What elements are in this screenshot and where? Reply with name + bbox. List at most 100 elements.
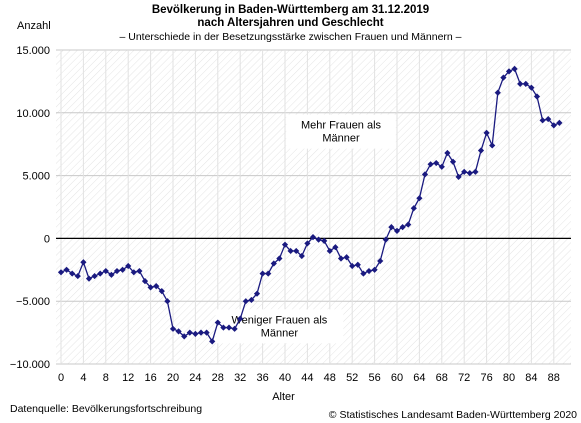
y-tick-label: 0	[44, 233, 50, 245]
data-point	[309, 234, 317, 241]
y-tick-label: −10.000	[10, 359, 50, 371]
data-point	[69, 270, 76, 277]
annotation-text: Weniger Frauen als	[232, 314, 328, 326]
data-point	[466, 169, 473, 177]
data-point	[427, 161, 434, 168]
data-point	[97, 270, 104, 277]
data-point	[315, 236, 322, 243]
annotation-text: Mehr Frauen als	[301, 120, 382, 132]
data-point	[505, 68, 513, 75]
x-tick-label: 4	[80, 372, 86, 384]
x-tick-label: 8	[103, 372, 109, 384]
data-point	[405, 221, 412, 228]
data-point	[281, 241, 289, 248]
data-point	[360, 270, 367, 277]
data-point	[326, 247, 333, 255]
data-point	[349, 262, 356, 270]
y-tick-label: 5.000	[22, 171, 50, 183]
data-source-note: Datenquelle: Bevölkerungsfortschreibung	[10, 403, 203, 415]
data-point	[119, 266, 126, 273]
data-point	[500, 74, 507, 81]
annotation-text: Männer	[322, 133, 360, 145]
x-tick-label: 24	[189, 372, 201, 384]
x-tick-label: 52	[346, 372, 358, 384]
data-point	[203, 329, 210, 336]
data-point	[102, 267, 109, 275]
annotation-box	[215, 309, 344, 344]
data-point	[416, 195, 423, 202]
data-point	[550, 122, 557, 129]
data-point	[63, 266, 70, 273]
data-point	[321, 237, 328, 245]
data-point	[517, 80, 524, 88]
data-point	[343, 254, 350, 261]
data-point	[365, 267, 373, 275]
data-point	[270, 260, 277, 267]
data-point	[304, 240, 311, 247]
data-point	[136, 267, 143, 275]
data-point	[511, 65, 518, 72]
data-point	[130, 269, 137, 276]
x-axis-label: Alter	[272, 391, 295, 403]
data-point	[153, 283, 160, 290]
data-point	[483, 129, 490, 136]
data-point	[399, 223, 406, 231]
x-tick-label: 32	[234, 372, 246, 384]
x-tick-label: 84	[525, 372, 537, 384]
data-point	[393, 227, 401, 234]
data-point	[231, 325, 238, 332]
data-point	[444, 149, 451, 157]
data-point	[522, 80, 529, 88]
x-tick-label: 48	[324, 372, 336, 384]
data-point	[158, 288, 165, 295]
data-point	[147, 284, 154, 291]
data-point	[472, 168, 479, 175]
data-point	[169, 325, 177, 332]
data-point	[74, 272, 81, 280]
data-point	[433, 159, 440, 167]
x-tick-label: 60	[391, 372, 403, 384]
annotation-box	[286, 114, 396, 149]
data-point	[382, 236, 389, 243]
data-point	[494, 89, 501, 96]
data-point	[259, 270, 266, 277]
copyright-note: © Statistisches Landesamt Baden-Württemb…	[328, 409, 577, 421]
x-tick-label: 80	[503, 372, 515, 384]
data-point	[141, 278, 149, 285]
data-point	[237, 315, 244, 322]
data-point	[113, 267, 121, 275]
data-point	[377, 257, 384, 265]
data-point	[539, 117, 546, 124]
data-point	[298, 252, 305, 260]
chart-title-line-2: nach Altersjahren und Geschlecht	[197, 17, 384, 29]
data-point	[545, 115, 552, 123]
annotation-text: Männer	[261, 327, 299, 339]
data-point	[388, 223, 395, 231]
y-tick-label: 15.000	[16, 45, 50, 57]
data-point	[192, 330, 199, 337]
y-axis-label: Anzahl	[17, 20, 51, 32]
data-point	[164, 298, 171, 305]
data-point	[337, 255, 345, 262]
data-point	[287, 247, 294, 255]
data-point	[220, 324, 227, 331]
data-point	[181, 333, 188, 340]
data-point	[209, 338, 216, 345]
data-point	[461, 168, 468, 175]
data-point	[80, 259, 87, 266]
x-tick-label: 0	[58, 372, 64, 384]
data-point	[57, 269, 65, 276]
x-tick-label: 64	[413, 372, 425, 384]
x-tick-label: 76	[480, 372, 492, 384]
x-tick-label: 40	[279, 372, 291, 384]
data-point	[248, 296, 255, 304]
x-tick-label: 68	[436, 372, 448, 384]
data-point	[85, 275, 93, 282]
data-point	[371, 266, 378, 273]
data-point	[410, 205, 417, 212]
data-point	[533, 93, 541, 100]
data-point	[175, 328, 182, 335]
x-tick-label: 12	[122, 372, 134, 384]
data-point	[108, 271, 115, 278]
